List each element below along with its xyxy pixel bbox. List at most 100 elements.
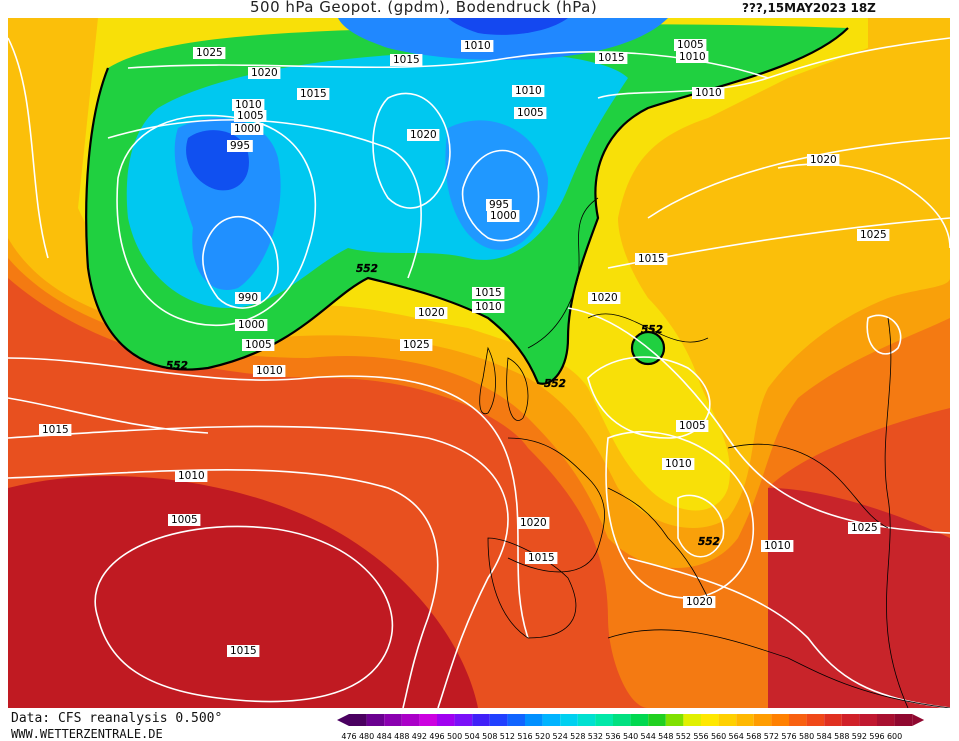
isobar-label: 1005 — [245, 339, 272, 351]
legend-tick-label: 484 — [377, 732, 392, 741]
isobar-label-bg — [472, 287, 505, 299]
isobar-label-bg — [525, 552, 558, 564]
isobar-label: 1015 — [42, 424, 69, 436]
isobar-label: 995 — [230, 140, 250, 152]
legend-arrow-left — [337, 714, 349, 726]
legend-swatch — [841, 714, 860, 726]
legend-tick-label: 500 — [447, 732, 462, 741]
legend-swatch — [648, 714, 666, 726]
legend-swatch — [349, 714, 367, 726]
isobar-label: 1015 — [528, 552, 555, 564]
legend-swatch — [613, 714, 631, 726]
isobar-label: 1020 — [410, 129, 437, 141]
legend-swatch — [384, 714, 402, 726]
height-contour-label: 552 — [166, 360, 188, 372]
site-url-label: WWW.WETTERZENTRALE.DE — [11, 727, 163, 741]
height-contour-label: 552 — [641, 324, 663, 336]
legend-tick-label: 540 — [623, 732, 638, 741]
legend-swatch — [701, 714, 719, 726]
legend-swatch — [859, 714, 877, 726]
legend-swatch — [683, 714, 701, 726]
legend-tick-label: 576 — [781, 732, 796, 741]
isobar-label-bg — [674, 39, 707, 51]
legend-tick-label: 496 — [429, 732, 444, 741]
legend-swatch — [437, 714, 455, 726]
legend-swatch — [542, 714, 561, 726]
isobar-label: 1010 — [235, 99, 262, 111]
isobar-label: 1020 — [810, 154, 837, 166]
data-source-label: Data: CFS reanalysis 0.500° — [11, 711, 223, 726]
isobar-label: 1010 — [178, 470, 205, 482]
isobar-label: 1020 — [418, 307, 445, 319]
map-canvas: 1025 1020 1010 1005 1000 995 1015 1020 1010 1005 1… — [8, 18, 950, 708]
legend-tick-label: 532 — [588, 732, 603, 741]
isobar-label: 1015 — [598, 52, 625, 64]
legend-swatch — [736, 714, 754, 726]
legend-tick-label: 568 — [746, 732, 761, 741]
isobar-label-bg — [807, 154, 840, 166]
isobar-label-bg — [232, 99, 265, 111]
isobar-label: 1015 — [475, 287, 502, 299]
isobar-label-bg — [175, 470, 208, 482]
isobar-label-bg — [168, 514, 201, 526]
isobar-label-bg — [234, 110, 267, 122]
legend-tick-label: 492 — [412, 732, 427, 741]
isobar-label: 1005 — [679, 420, 706, 432]
isobar-label-bg — [248, 67, 281, 79]
isobar-label: 1015 — [300, 88, 327, 100]
isobar-label: 1020 — [251, 67, 278, 79]
legend-swatch — [806, 714, 825, 726]
isobar-label: 1000 — [490, 210, 517, 222]
isobar-label: 1010 — [256, 365, 283, 377]
isobar-label: 1015 — [638, 253, 665, 265]
legend-tick-label: 524 — [553, 732, 568, 741]
legend-tick-label: 556 — [693, 732, 708, 741]
isobar-label-bg — [692, 87, 725, 99]
legend-swatch — [595, 714, 613, 726]
isobar-label: 990 — [238, 292, 258, 304]
deep-blue-top — [448, 18, 568, 35]
isobar-label: 1025 — [196, 47, 223, 59]
blue-low-east — [445, 120, 548, 250]
legend-swatch — [525, 714, 543, 726]
legend-swatch — [366, 714, 385, 726]
isobar-label-bg — [297, 88, 330, 100]
isobar-label: 1010 — [764, 540, 791, 552]
isobar-label-bg — [512, 85, 545, 97]
isobar-label-bg — [486, 199, 512, 211]
isobar-label-bg — [635, 253, 668, 265]
legend-tick-label: 512 — [500, 732, 515, 741]
legend-tick-label: 548 — [658, 732, 673, 741]
legend-tick-label: 476 — [341, 732, 356, 741]
isobar-label: 1005 — [677, 39, 704, 51]
legend-swatch — [894, 714, 913, 726]
legend-tick-label: 596 — [869, 732, 884, 741]
legend-tick-label: 580 — [799, 732, 814, 741]
map-date: ???,15MAY2023 18Z — [742, 1, 876, 15]
isobar-label: 1010 — [464, 40, 491, 52]
legend-tick-label: 572 — [764, 732, 779, 741]
isobar-label: 1025 — [851, 522, 878, 534]
isobar-label-bg — [472, 301, 505, 313]
isobar-label: 1000 — [238, 319, 265, 331]
isobar-label-bg — [407, 129, 440, 141]
legend-tick-label: 480 — [359, 732, 374, 741]
legend-swatch — [753, 714, 772, 726]
legend-swatch — [401, 714, 420, 726]
isobar-label-bg — [400, 339, 433, 351]
footer: Data: CFS reanalysis 0.500° WWW.WETTERZE… — [0, 708, 959, 741]
isobar-label: 1005 — [517, 107, 544, 119]
legend-swatch — [560, 714, 578, 726]
isobar-label-bg — [662, 458, 695, 470]
legend-swatch — [771, 714, 789, 726]
legend-tick-label: 504 — [465, 732, 480, 741]
legend-swatch — [665, 714, 684, 726]
legend-swatch — [472, 714, 490, 726]
isobar-label: 1020 — [520, 517, 547, 529]
height-contour-label: 552 — [698, 536, 720, 548]
legend-swatch — [789, 714, 807, 726]
legend-swatch — [489, 714, 508, 726]
isobar-label-bg — [235, 292, 261, 304]
isobar-label: 1010 — [475, 301, 502, 313]
isobar-label-bg — [461, 40, 494, 52]
